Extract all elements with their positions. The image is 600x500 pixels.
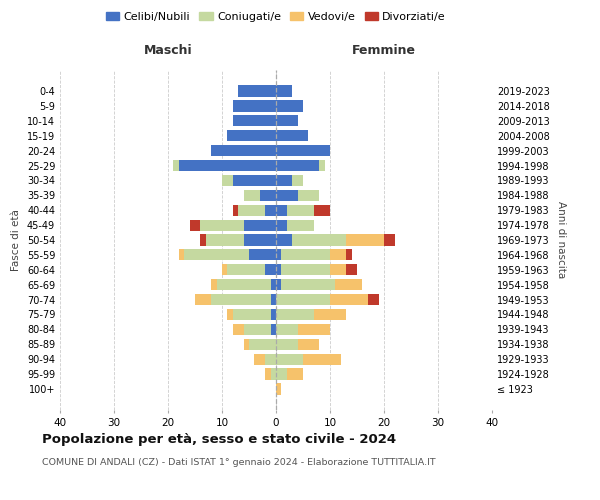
- Bar: [206, 234, 244, 246]
- Bar: [184, 250, 249, 260]
- Bar: [281, 250, 330, 260]
- Bar: [346, 264, 357, 276]
- Bar: [330, 264, 346, 276]
- Text: Popolazione per età, sesso e stato civile - 2024: Popolazione per età, sesso e stato civil…: [42, 432, 396, 446]
- Bar: [271, 294, 276, 305]
- Bar: [276, 115, 298, 126]
- Bar: [276, 100, 303, 112]
- Bar: [276, 384, 281, 394]
- Bar: [292, 175, 303, 186]
- Bar: [276, 294, 330, 305]
- Bar: [276, 130, 308, 141]
- Bar: [244, 338, 249, 350]
- Bar: [346, 250, 352, 260]
- Bar: [276, 338, 298, 350]
- Bar: [271, 309, 276, 320]
- Bar: [276, 250, 281, 260]
- Bar: [276, 264, 281, 276]
- Bar: [287, 220, 314, 230]
- Legend: Celibi/Nubili, Coniugati/e, Vedovi/e, Divorziati/e: Celibi/Nubili, Coniugati/e, Vedovi/e, Di…: [101, 8, 451, 26]
- Bar: [276, 279, 281, 290]
- Text: Femmine: Femmine: [352, 44, 416, 58]
- Bar: [233, 204, 238, 216]
- Bar: [276, 354, 303, 365]
- Bar: [276, 190, 298, 201]
- Bar: [287, 368, 303, 380]
- Bar: [271, 279, 276, 290]
- Bar: [276, 175, 292, 186]
- Bar: [227, 309, 233, 320]
- Bar: [265, 204, 276, 216]
- Bar: [227, 264, 265, 276]
- Bar: [238, 86, 276, 96]
- Bar: [271, 324, 276, 335]
- Bar: [298, 190, 319, 201]
- Bar: [319, 160, 325, 171]
- Bar: [276, 234, 292, 246]
- Bar: [233, 309, 271, 320]
- Bar: [217, 279, 271, 290]
- Bar: [287, 204, 314, 216]
- Bar: [179, 250, 184, 260]
- Bar: [281, 279, 335, 290]
- Bar: [238, 204, 265, 216]
- Bar: [298, 324, 330, 335]
- Bar: [260, 190, 276, 201]
- Bar: [276, 160, 319, 171]
- Bar: [200, 220, 244, 230]
- Bar: [249, 250, 276, 260]
- Bar: [233, 100, 276, 112]
- Bar: [254, 354, 265, 365]
- Bar: [346, 234, 384, 246]
- Text: Maschi: Maschi: [143, 44, 193, 58]
- Bar: [244, 220, 276, 230]
- Bar: [200, 234, 206, 246]
- Bar: [244, 324, 271, 335]
- Bar: [211, 145, 276, 156]
- Bar: [314, 204, 330, 216]
- Bar: [330, 250, 346, 260]
- Bar: [265, 368, 271, 380]
- Bar: [292, 234, 346, 246]
- Bar: [227, 130, 276, 141]
- Bar: [195, 294, 211, 305]
- Bar: [233, 115, 276, 126]
- Bar: [211, 279, 217, 290]
- Bar: [233, 175, 276, 186]
- Bar: [265, 264, 276, 276]
- Bar: [265, 354, 276, 365]
- Bar: [368, 294, 379, 305]
- Bar: [281, 264, 330, 276]
- Bar: [222, 264, 227, 276]
- Bar: [276, 204, 287, 216]
- Bar: [276, 220, 287, 230]
- Bar: [190, 220, 200, 230]
- Bar: [271, 368, 276, 380]
- Bar: [276, 145, 330, 156]
- Bar: [298, 338, 319, 350]
- Bar: [179, 160, 276, 171]
- Bar: [276, 309, 314, 320]
- Bar: [244, 190, 260, 201]
- Y-axis label: Fasce di età: Fasce di età: [11, 209, 21, 271]
- Bar: [222, 175, 233, 186]
- Bar: [173, 160, 179, 171]
- Bar: [211, 294, 271, 305]
- Y-axis label: Anni di nascita: Anni di nascita: [556, 202, 566, 278]
- Bar: [276, 86, 292, 96]
- Bar: [244, 234, 276, 246]
- Text: COMUNE DI ANDALI (CZ) - Dati ISTAT 1° gennaio 2024 - Elaborazione TUTTITALIA.IT: COMUNE DI ANDALI (CZ) - Dati ISTAT 1° ge…: [42, 458, 436, 467]
- Bar: [314, 309, 346, 320]
- Bar: [303, 354, 341, 365]
- Bar: [330, 294, 368, 305]
- Bar: [384, 234, 395, 246]
- Bar: [335, 279, 362, 290]
- Bar: [233, 324, 244, 335]
- Bar: [276, 368, 287, 380]
- Bar: [249, 338, 276, 350]
- Bar: [276, 324, 298, 335]
